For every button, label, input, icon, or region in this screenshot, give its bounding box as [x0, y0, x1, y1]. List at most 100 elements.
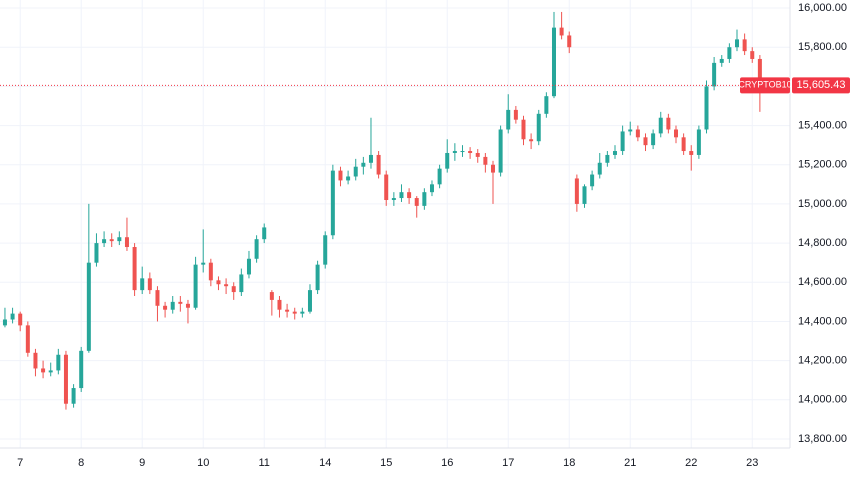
symbol-label: CRYPTOB10 [738, 80, 791, 90]
candle-body [735, 39, 740, 48]
candle-body [323, 235, 328, 265]
candle-body [551, 27, 556, 97]
candle-body [300, 311, 305, 314]
candle-body [651, 133, 656, 146]
candle-body [429, 184, 434, 193]
candle-body [460, 151, 465, 153]
candle-body [56, 354, 61, 371]
candle-body [399, 192, 404, 199]
candle-body [521, 119, 526, 140]
candle-body [414, 198, 419, 206]
candle-body [727, 47, 732, 59]
candle-body [407, 192, 412, 199]
price-box [792, 77, 850, 94]
candle-body [246, 258, 251, 275]
candle-body [559, 27, 564, 36]
candle-body [712, 62, 717, 87]
y-tick-label: 14,800.00 [798, 237, 847, 249]
candle-body [86, 262, 91, 351]
candle-body [468, 151, 473, 153]
candle-body [391, 198, 396, 201]
candle-body [63, 354, 68, 404]
candle-body [513, 109, 518, 120]
candle-body [155, 290, 160, 306]
y-tick-label: 15,000.00 [798, 198, 847, 210]
candle-body [117, 237, 122, 242]
x-tick-label: 22 [685, 457, 697, 469]
candle-body [269, 292, 274, 300]
candle-body [673, 129, 678, 138]
candle-body [681, 137, 686, 152]
y-tick-label: 13,800.00 [798, 433, 847, 445]
candle-body [368, 154, 373, 163]
candle-body [490, 164, 495, 173]
x-tick-label: 23 [746, 457, 758, 469]
y-tick-label: 14,200.00 [798, 355, 847, 367]
x-tick-label: 9 [139, 457, 145, 469]
candle-body [2, 319, 7, 326]
candle-body [498, 129, 503, 173]
candle-body [452, 151, 457, 153]
candle-body [262, 227, 267, 240]
candle-body [307, 290, 312, 312]
candle-body [315, 264, 320, 291]
y-tick-label: 16,000.00 [798, 2, 847, 14]
candle-body [475, 152, 480, 157]
x-tick-label: 14 [319, 457, 331, 469]
candle-body [376, 154, 381, 175]
candle-body [239, 274, 244, 293]
candle-body [445, 152, 450, 169]
x-tick-label: 16 [441, 457, 453, 469]
candle-body [483, 156, 488, 165]
y-tick-label: 15,800.00 [798, 41, 847, 53]
candle-body [41, 368, 46, 373]
y-tick-label: 14,400.00 [798, 315, 847, 327]
candle-body [574, 178, 579, 204]
x-tick-label: 8 [78, 457, 84, 469]
candle-body [605, 154, 610, 163]
candle-body [102, 239, 107, 244]
candle-body [658, 117, 663, 134]
candle-body [10, 313, 15, 320]
y-tick-label: 15,200.00 [798, 159, 847, 171]
candle-body [742, 39, 747, 52]
y-tick-label: 15,400.00 [798, 119, 847, 131]
x-tick-label: 11 [259, 457, 270, 469]
candle-body [163, 305, 168, 310]
candle-body [597, 162, 602, 175]
candle-body [635, 129, 640, 138]
candle-body [757, 58, 762, 86]
price-label: 15,605.43 [797, 79, 846, 91]
candle-body [216, 280, 221, 285]
candle-body [338, 170, 343, 181]
x-tick-label: 7 [17, 457, 23, 469]
x-tick-label: 15 [380, 457, 392, 469]
symbol-box [740, 77, 790, 94]
x-tick-label: 18 [563, 457, 575, 469]
candle-body [147, 278, 152, 291]
candle-body [620, 131, 625, 152]
candle-body [208, 262, 213, 281]
candle-body [384, 174, 389, 201]
candle-body [71, 388, 76, 404]
candle-body [719, 58, 724, 63]
candle-body [285, 309, 290, 312]
candle-body [201, 262, 206, 265]
candle-body [689, 151, 694, 155]
candle-body [696, 129, 701, 155]
x-tick-label: 21 [624, 457, 636, 469]
candle-body [170, 301, 175, 310]
candle-body [506, 109, 511, 130]
candle-body [292, 311, 297, 314]
candle-body [79, 350, 84, 389]
candle-body [612, 151, 617, 155]
candle-body [109, 239, 114, 242]
candle-body [567, 35, 572, 48]
candle-body [224, 284, 229, 287]
y-tick-label: 14,000.00 [798, 394, 847, 406]
candle-body [185, 303, 190, 308]
candle-body [25, 325, 30, 353]
candle-body [750, 51, 755, 59]
candle-body [353, 166, 358, 177]
